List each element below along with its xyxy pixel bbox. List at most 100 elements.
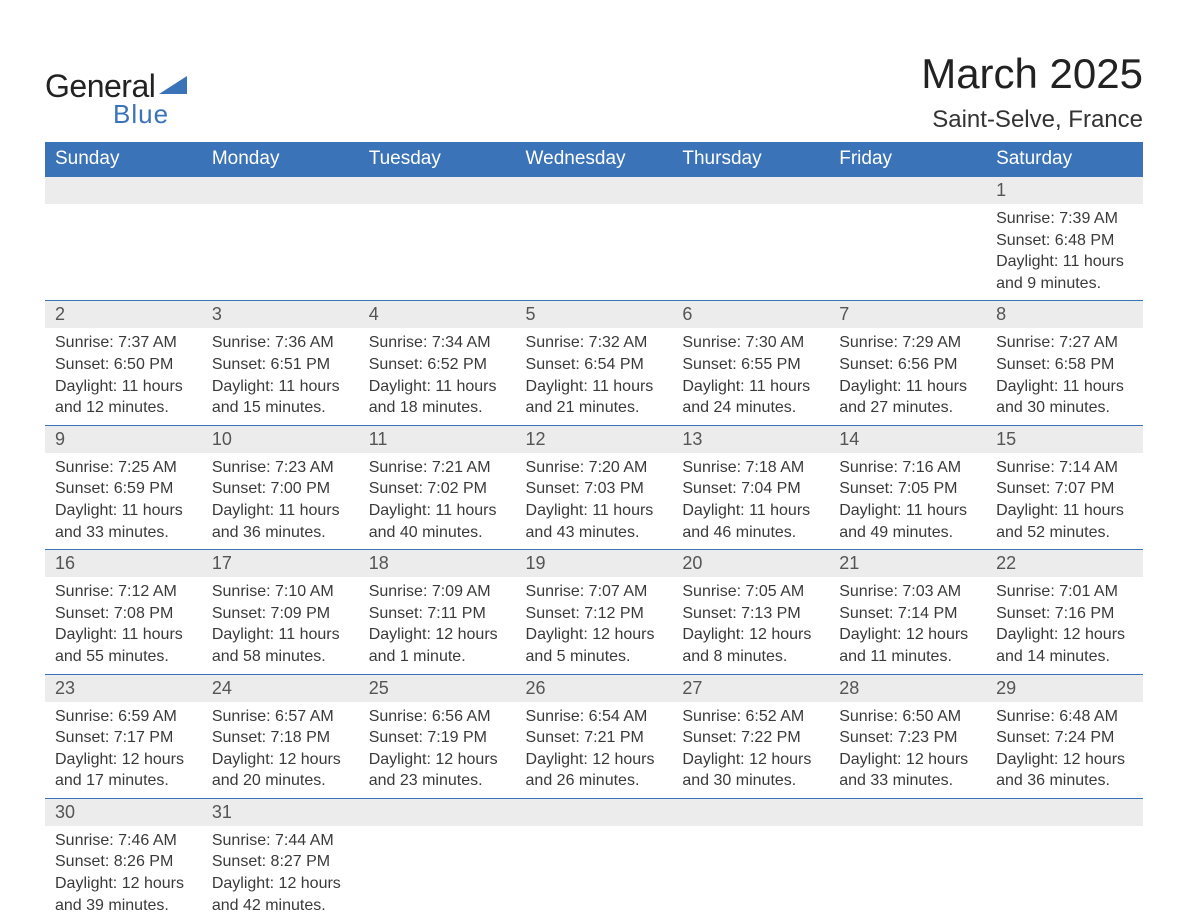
week-details-row: Sunrise: 7:25 AMSunset: 6:59 PMDaylight:… bbox=[45, 453, 1143, 550]
day-number-cell: 7 bbox=[829, 301, 986, 329]
sunrise-line: Sunrise: 7:23 AM bbox=[212, 457, 349, 479]
day-details-cell: Sunrise: 7:30 AMSunset: 6:55 PMDaylight:… bbox=[672, 328, 829, 425]
day-details-cell: Sunrise: 7:16 AMSunset: 7:05 PMDaylight:… bbox=[829, 453, 986, 550]
day-details-cell: Sunrise: 6:50 AMSunset: 7:23 PMDaylight:… bbox=[829, 702, 986, 799]
day-number-cell bbox=[359, 177, 516, 205]
sunset-line: Sunset: 7:24 PM bbox=[996, 727, 1133, 749]
sunset-line: Sunset: 7:03 PM bbox=[526, 478, 663, 500]
daylight-line: Daylight: 11 hours and 33 minutes. bbox=[55, 500, 192, 543]
location: Saint-Selve, France bbox=[921, 106, 1143, 134]
day-details-cell bbox=[829, 826, 986, 922]
day-number-cell: 3 bbox=[202, 301, 359, 329]
daylight-line: Daylight: 11 hours and 15 minutes. bbox=[212, 376, 349, 419]
daylight-line: Daylight: 11 hours and 9 minutes. bbox=[996, 251, 1133, 294]
daylight-line: Daylight: 12 hours and 33 minutes. bbox=[839, 749, 976, 792]
daylight-line: Daylight: 12 hours and 36 minutes. bbox=[996, 749, 1133, 792]
sunrise-line: Sunrise: 7:09 AM bbox=[369, 581, 506, 603]
daylight-line: Daylight: 11 hours and 36 minutes. bbox=[212, 500, 349, 543]
day-details-cell bbox=[516, 826, 673, 922]
day-number-cell: 12 bbox=[516, 425, 673, 453]
day-number-cell bbox=[45, 177, 202, 205]
daylight-line: Daylight: 12 hours and 26 minutes. bbox=[526, 749, 663, 792]
day-details-cell: Sunrise: 6:54 AMSunset: 7:21 PMDaylight:… bbox=[516, 702, 673, 799]
day-details-cell: Sunrise: 7:32 AMSunset: 6:54 PMDaylight:… bbox=[516, 328, 673, 425]
day-details-cell: Sunrise: 6:56 AMSunset: 7:19 PMDaylight:… bbox=[359, 702, 516, 799]
sunrise-line: Sunrise: 6:48 AM bbox=[996, 706, 1133, 728]
week-details-row: Sunrise: 7:39 AMSunset: 6:48 PMDaylight:… bbox=[45, 204, 1143, 301]
day-details-cell: Sunrise: 7:23 AMSunset: 7:00 PMDaylight:… bbox=[202, 453, 359, 550]
sunrise-line: Sunrise: 6:56 AM bbox=[369, 706, 506, 728]
brand-logo: General Blue bbox=[45, 68, 187, 130]
sunset-line: Sunset: 7:11 PM bbox=[369, 603, 506, 625]
sunset-line: Sunset: 6:58 PM bbox=[996, 354, 1133, 376]
sunrise-line: Sunrise: 6:59 AM bbox=[55, 706, 192, 728]
day-number-cell: 17 bbox=[202, 550, 359, 578]
sunrise-line: Sunrise: 7:34 AM bbox=[369, 332, 506, 354]
day-details-cell: Sunrise: 6:48 AMSunset: 7:24 PMDaylight:… bbox=[986, 702, 1143, 799]
day-details-cell: Sunrise: 7:18 AMSunset: 7:04 PMDaylight:… bbox=[672, 453, 829, 550]
day-details-cell: Sunrise: 7:03 AMSunset: 7:14 PMDaylight:… bbox=[829, 577, 986, 674]
day-number-cell bbox=[829, 798, 986, 826]
day-number-cell bbox=[359, 798, 516, 826]
sunset-line: Sunset: 7:19 PM bbox=[369, 727, 506, 749]
title-block: March 2025 Saint-Selve, France bbox=[921, 50, 1143, 134]
day-number-cell: 14 bbox=[829, 425, 986, 453]
daylight-line: Daylight: 12 hours and 1 minute. bbox=[369, 624, 506, 667]
day-details-cell: Sunrise: 7:44 AMSunset: 8:27 PMDaylight:… bbox=[202, 826, 359, 922]
day-number-cell: 22 bbox=[986, 550, 1143, 578]
day-number-cell: 2 bbox=[45, 301, 202, 329]
day-number-cell: 16 bbox=[45, 550, 202, 578]
sunset-line: Sunset: 7:22 PM bbox=[682, 727, 819, 749]
sunrise-line: Sunrise: 7:39 AM bbox=[996, 208, 1133, 230]
sunset-line: Sunset: 7:02 PM bbox=[369, 478, 506, 500]
day-details-cell: Sunrise: 7:12 AMSunset: 7:08 PMDaylight:… bbox=[45, 577, 202, 674]
daylight-line: Daylight: 11 hours and 55 minutes. bbox=[55, 624, 192, 667]
day-number-cell bbox=[986, 798, 1143, 826]
day-details-cell: Sunrise: 6:52 AMSunset: 7:22 PMDaylight:… bbox=[672, 702, 829, 799]
sunrise-line: Sunrise: 7:05 AM bbox=[682, 581, 819, 603]
sunrise-line: Sunrise: 7:03 AM bbox=[839, 581, 976, 603]
daylight-line: Daylight: 11 hours and 12 minutes. bbox=[55, 376, 192, 419]
day-details-cell bbox=[829, 204, 986, 301]
sunset-line: Sunset: 6:51 PM bbox=[212, 354, 349, 376]
sunset-line: Sunset: 8:27 PM bbox=[212, 851, 349, 873]
sunrise-line: Sunrise: 7:21 AM bbox=[369, 457, 506, 479]
day-number-cell: 31 bbox=[202, 798, 359, 826]
weekday-header: Tuesday bbox=[359, 142, 516, 177]
day-number-cell: 15 bbox=[986, 425, 1143, 453]
day-details-cell: Sunrise: 7:01 AMSunset: 7:16 PMDaylight:… bbox=[986, 577, 1143, 674]
day-number-cell: 21 bbox=[829, 550, 986, 578]
day-number-cell: 11 bbox=[359, 425, 516, 453]
day-number-cell: 23 bbox=[45, 674, 202, 702]
sunset-line: Sunset: 6:56 PM bbox=[839, 354, 976, 376]
sunrise-line: Sunrise: 6:50 AM bbox=[839, 706, 976, 728]
week-details-row: Sunrise: 7:46 AMSunset: 8:26 PMDaylight:… bbox=[45, 826, 1143, 922]
day-number-cell: 25 bbox=[359, 674, 516, 702]
sunset-line: Sunset: 8:26 PM bbox=[55, 851, 192, 873]
week-daynum-row: 1 bbox=[45, 177, 1143, 205]
daylight-line: Daylight: 11 hours and 24 minutes. bbox=[682, 376, 819, 419]
daylight-line: Daylight: 12 hours and 23 minutes. bbox=[369, 749, 506, 792]
day-number-cell: 26 bbox=[516, 674, 673, 702]
day-number-cell: 20 bbox=[672, 550, 829, 578]
weekday-header: Sunday bbox=[45, 142, 202, 177]
sunset-line: Sunset: 7:08 PM bbox=[55, 603, 192, 625]
sunset-line: Sunset: 7:04 PM bbox=[682, 478, 819, 500]
day-details-cell: Sunrise: 7:09 AMSunset: 7:11 PMDaylight:… bbox=[359, 577, 516, 674]
daylight-line: Daylight: 12 hours and 17 minutes. bbox=[55, 749, 192, 792]
daylight-line: Daylight: 12 hours and 14 minutes. bbox=[996, 624, 1133, 667]
sunrise-line: Sunrise: 7:30 AM bbox=[682, 332, 819, 354]
day-number-cell bbox=[829, 177, 986, 205]
sunset-line: Sunset: 7:09 PM bbox=[212, 603, 349, 625]
sunset-line: Sunset: 6:59 PM bbox=[55, 478, 192, 500]
sunrise-line: Sunrise: 7:01 AM bbox=[996, 581, 1133, 603]
weekday-header: Monday bbox=[202, 142, 359, 177]
sunset-line: Sunset: 6:55 PM bbox=[682, 354, 819, 376]
day-details-cell: Sunrise: 7:20 AMSunset: 7:03 PMDaylight:… bbox=[516, 453, 673, 550]
daylight-line: Daylight: 11 hours and 46 minutes. bbox=[682, 500, 819, 543]
day-details-cell bbox=[986, 826, 1143, 922]
daylight-line: Daylight: 12 hours and 8 minutes. bbox=[682, 624, 819, 667]
day-details-cell: Sunrise: 7:39 AMSunset: 6:48 PMDaylight:… bbox=[986, 204, 1143, 301]
sunrise-line: Sunrise: 7:44 AM bbox=[212, 830, 349, 852]
day-number-cell: 1 bbox=[986, 177, 1143, 205]
